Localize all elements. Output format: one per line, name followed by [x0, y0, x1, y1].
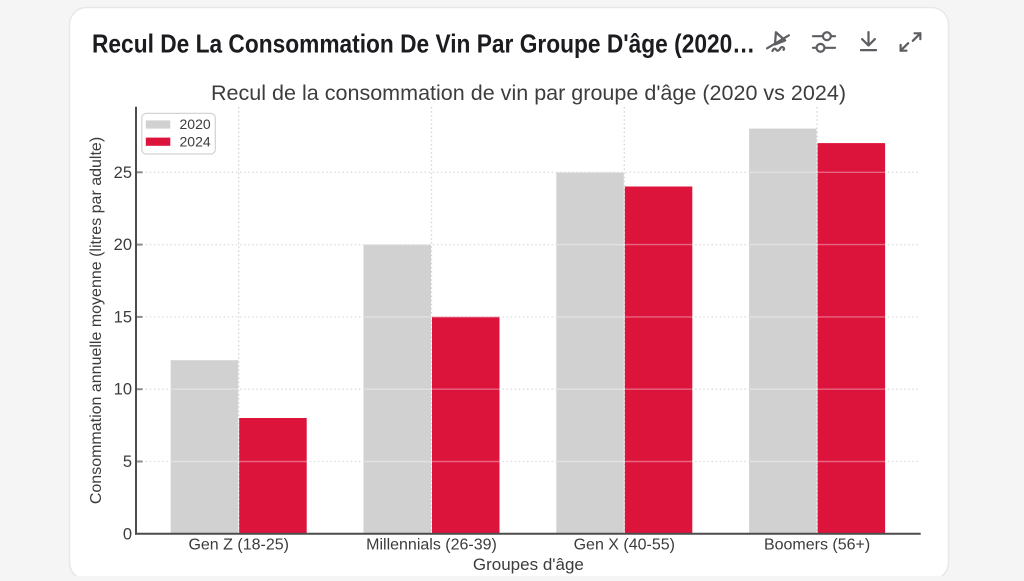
svg-text:Boomers (56+): Boomers (56+) [764, 537, 870, 554]
svg-text:Gen X (40-55): Gen X (40-55) [574, 537, 675, 554]
svg-text:25: 25 [114, 164, 132, 182]
svg-text:5: 5 [123, 453, 132, 471]
svg-text:Groupes d'âge: Groupes d'âge [473, 555, 584, 574]
svg-text:0: 0 [123, 525, 132, 543]
svg-text:Millennials (26-39): Millennials (26-39) [366, 537, 497, 554]
svg-text:2020: 2020 [180, 116, 211, 132]
svg-text:15: 15 [114, 308, 132, 326]
svg-text:2024: 2024 [180, 133, 211, 149]
svg-text:Recul de la consommation de vi: Recul de la consommation de vin par grou… [211, 81, 846, 105]
svg-text:Consommation annuelle moyenne: Consommation annuelle moyenne (litres pa… [88, 137, 105, 504]
svg-text:10: 10 [114, 381, 132, 399]
svg-text:Recul De La Consommation De Vi: Recul De La Consommation De Vin Par Grou… [92, 28, 755, 58]
svg-text:20: 20 [114, 236, 132, 254]
svg-text:Gen Z (18-25): Gen Z (18-25) [188, 537, 288, 554]
